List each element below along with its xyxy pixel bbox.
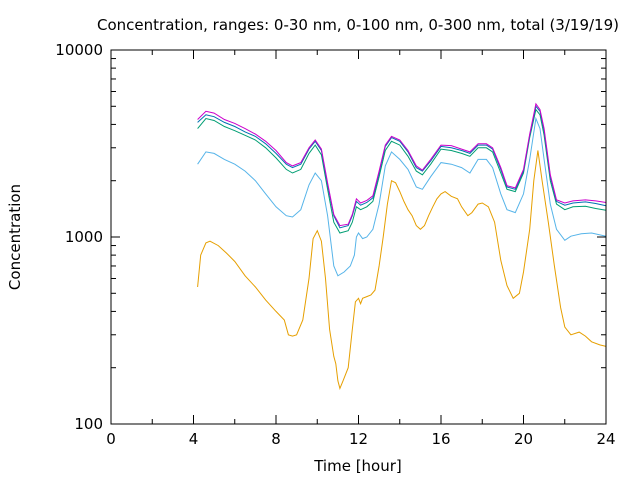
y-axis: 100 1000 10000: [55, 41, 606, 433]
y-tick-label: 1000: [65, 228, 103, 246]
x-tick-label: 12: [349, 430, 368, 448]
series-line-4: [197, 105, 607, 229]
x-axis: 0 4 8 12 16 20 24: [106, 50, 616, 448]
y-tick-label: 10000: [55, 41, 103, 59]
series-line-1: [197, 150, 607, 390]
x-tick-label: 20: [514, 430, 533, 448]
x-tick-label: 16: [431, 430, 450, 448]
x-axis-label: Time [hour]: [313, 457, 402, 475]
chart-title: Concentration, ranges: 0-30 nm, 0-100 nm…: [97, 16, 619, 34]
y-axis-label: Concentration: [6, 184, 24, 290]
x-tick-label: 4: [189, 430, 199, 448]
series-line-5: [197, 102, 607, 227]
x-tick-label: 24: [596, 430, 615, 448]
series-line-3: [197, 108, 607, 234]
x-tick-label: 0: [106, 430, 116, 448]
series-line-2: [197, 116, 607, 277]
y-tick-label: 100: [74, 415, 103, 433]
x-tick-label: 8: [271, 430, 281, 448]
plot-frame: [110, 49, 607, 425]
series-layer: [197, 102, 607, 390]
